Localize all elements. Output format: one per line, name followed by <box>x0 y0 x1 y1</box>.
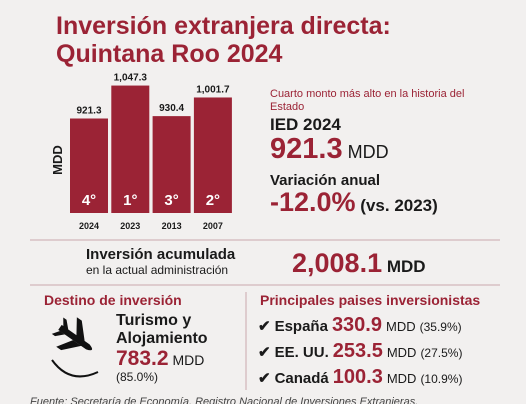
amount: 330.9 <box>331 314 382 336</box>
y-label: MDD <box>50 145 65 175</box>
countries-title: Principales paises inversionistas <box>260 292 481 308</box>
unit: MDD <box>386 371 417 386</box>
country-row: ✔ España 330.9 MDD (35.9%) <box>258 314 466 337</box>
share: (27.5%) <box>420 346 463 360</box>
rank: 2° <box>206 192 220 209</box>
country-row: ✔ Canadá 100.3 MDD (10.9%) <box>258 366 466 389</box>
unit: MDD <box>386 319 416 334</box>
note: Cuarto monto más alto en la historia del… <box>270 88 465 113</box>
unit: MDD <box>386 345 417 360</box>
country: EE. UU. <box>274 344 329 361</box>
amount: 253.5 <box>332 340 383 362</box>
ied-value: 921.3 MDD <box>270 133 389 166</box>
title: Inversión extranjera directa: <box>56 12 391 40</box>
x-tick-label: 2024 <box>79 221 99 231</box>
rank: 1° <box>123 192 137 209</box>
ied-label: IED 2024 <box>270 115 341 134</box>
x-tick-label: 2013 <box>162 221 182 231</box>
country: Canadá <box>274 370 329 387</box>
rank: 3° <box>164 192 178 209</box>
amount: 921.3 <box>270 133 343 165</box>
plane-icon <box>51 317 93 351</box>
country: España <box>274 318 328 335</box>
plane-trail <box>51 359 99 378</box>
value-label: 930.4 <box>159 103 184 114</box>
share: (85.0%) <box>116 370 159 384</box>
rank: 4° <box>82 192 96 209</box>
bar <box>152 116 191 213</box>
acc-sublabel: en la actual administración <box>86 263 229 277</box>
dest-title: Destino de inversión <box>44 292 182 308</box>
unit: MDD <box>172 352 205 368</box>
amount: 783.2 <box>116 347 169 370</box>
bar <box>70 118 108 213</box>
share: (35.9%) <box>419 320 462 334</box>
value-label: 1,047.3 <box>114 73 148 84</box>
sector: Turismo y Alojamiento <box>116 312 208 347</box>
bar <box>111 85 150 213</box>
change-label: Variación anual <box>270 172 381 189</box>
share: (10.9%) <box>420 372 463 386</box>
value-label: 921.3 <box>76 106 101 117</box>
bar <box>193 97 232 213</box>
x-tick-label: 2007 <box>203 221 223 231</box>
country-row: ✔ EE. UU. 253.5 MDD (27.5%) <box>258 340 466 363</box>
subtitle: Quintana Roo 2024 <box>56 40 283 68</box>
change: -12.0% <box>270 187 356 217</box>
amount: 100.3 <box>332 366 383 388</box>
value-label: 1,001.7 <box>196 84 230 95</box>
acc-label: Inversión acumulada <box>86 246 236 263</box>
x-tick-label: 2023 <box>120 221 140 231</box>
check: ✔ <box>258 344 271 361</box>
amount: 2,008.1 <box>292 248 383 278</box>
change-note: (vs. 2023) <box>360 196 438 215</box>
unit: MDD <box>386 257 426 276</box>
footer: Fuente: Secretaría de Economía. Registro… <box>30 396 419 404</box>
check: ✔ <box>258 370 271 387</box>
unit: MDD <box>347 142 389 162</box>
check: ✔ <box>258 318 271 335</box>
